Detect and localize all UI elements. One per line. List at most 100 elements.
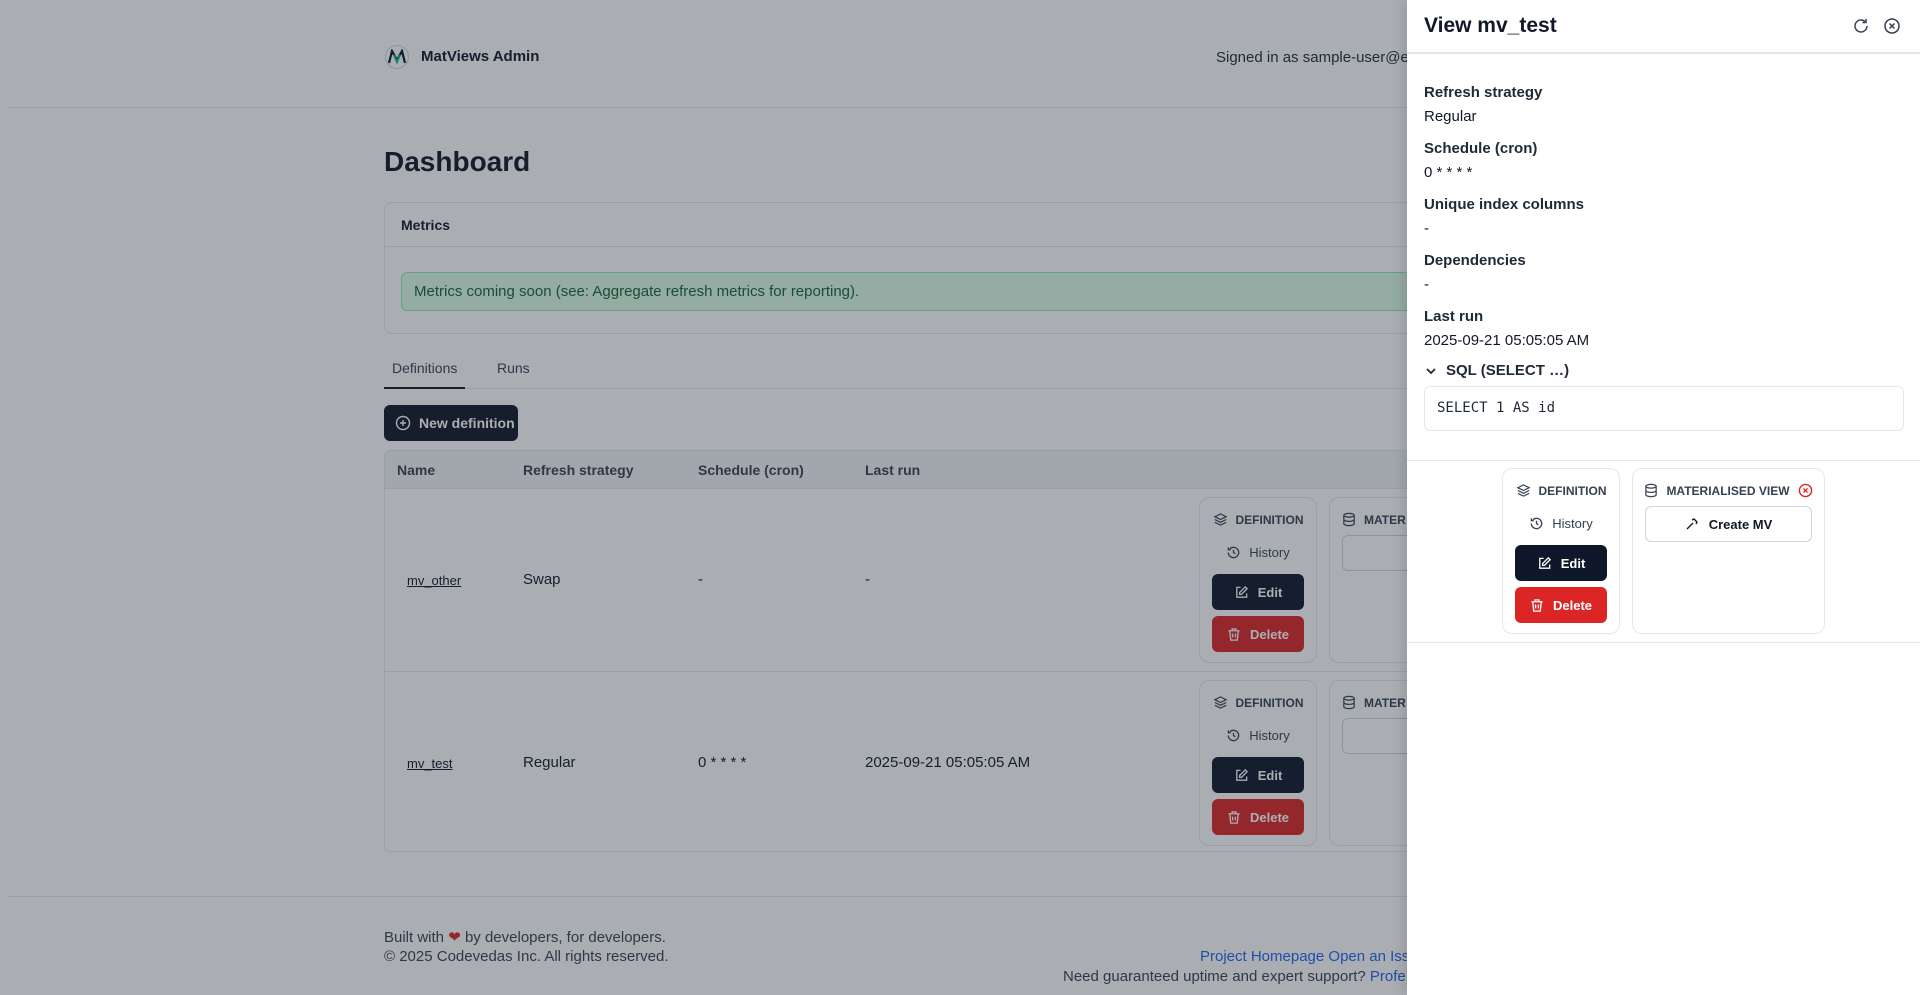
field-value: 0 * * * * <box>1424 164 1473 181</box>
status-error-icon <box>1798 483 1812 498</box>
page-title: Dashboard <box>384 146 531 177</box>
sql-toggle[interactable]: SQL (SELECT …) <box>1424 362 1569 379</box>
materialised-view-card: MATERIALISED VIEW Create MV <box>1632 468 1825 634</box>
trash-icon <box>1227 627 1241 642</box>
edit-icon <box>1234 768 1249 783</box>
delete-label: Delete <box>1249 626 1290 642</box>
footer-built-with: Built with ❤ by developers, for develope… <box>384 928 666 946</box>
create-mv-label: Create MV <box>1708 516 1773 532</box>
history-icon <box>1529 516 1544 531</box>
built-prefix: Built with <box>384 929 445 946</box>
field-value: - <box>1424 220 1429 237</box>
delete-button[interactable]: Delete <box>1515 587 1607 623</box>
col-schedule: Schedule (cron) <box>698 462 804 478</box>
new-definition-button[interactable]: New definition <box>384 405 518 441</box>
history-button[interactable]: History <box>1503 516 1619 531</box>
definition-card: DEFINITION History Edit Delete <box>1199 497 1317 663</box>
hammer-icon <box>1685 517 1699 531</box>
definition-name-link[interactable]: mv_test <box>407 756 453 771</box>
edit-button[interactable]: Edit <box>1515 545 1607 581</box>
definition-label: DEFINITION <box>1538 483 1607 498</box>
history-icon <box>1226 545 1241 560</box>
delete-label: Delete <box>1552 597 1593 613</box>
schedule-cell: - <box>698 571 703 588</box>
field-label: Schedule (cron) <box>1424 140 1538 157</box>
create-mv-button[interactable]: Create MV <box>1645 506 1812 542</box>
history-icon <box>1226 728 1241 743</box>
database-icon <box>1644 483 1658 498</box>
col-last-run: Last run <box>865 462 921 478</box>
edit-label: Edit <box>1560 555 1586 571</box>
refresh-strategy-cell: Regular <box>523 754 576 771</box>
col-refresh-strategy: Refresh strategy <box>523 462 634 478</box>
history-button[interactable]: History <box>1200 545 1316 560</box>
edit-label: Edit <box>1257 767 1283 783</box>
definition-card: DEFINITION History Edit Delete <box>1502 468 1620 634</box>
database-icon <box>1342 695 1356 710</box>
definition-label: DEFINITION <box>1235 695 1304 710</box>
refresh-strategy-cell: Swap <box>523 571 561 588</box>
drawer-title: View mv_test <box>1424 14 1557 37</box>
field-label: Last run <box>1424 308 1484 325</box>
layers-icon <box>1516 483 1531 498</box>
mv-label: MATER <box>1364 512 1406 527</box>
definition-name-link[interactable]: mv_other <box>407 573 462 588</box>
col-name: Name <box>397 462 436 478</box>
refresh-icon[interactable] <box>1852 17 1870 35</box>
last-run-cell: 2025-09-21 05:05:05 AM <box>865 754 1031 771</box>
close-icon[interactable] <box>1883 17 1901 35</box>
matviews-logo[interactable] <box>385 45 409 69</box>
field-label: Dependencies <box>1424 252 1526 269</box>
history-button[interactable]: History <box>1200 728 1316 743</box>
delete-button[interactable]: Delete <box>1212 616 1304 652</box>
metrics-title: Metrics <box>385 203 1883 247</box>
brand-name[interactable]: MatViews Admin <box>421 48 540 65</box>
edit-button[interactable]: Edit <box>1212 574 1304 610</box>
definition-label: DEFINITION <box>1235 512 1304 527</box>
database-icon <box>1342 512 1356 527</box>
view-drawer: View mv_test Refresh strategy Regular Sche… <box>1407 0 1920 995</box>
tab-definitions[interactable]: Definitions <box>384 360 466 389</box>
edit-icon <box>1234 585 1249 600</box>
edit-icon <box>1537 556 1552 571</box>
trash-icon <box>1227 810 1241 825</box>
layers-icon <box>1213 512 1228 527</box>
sql-summary: SQL (SELECT …) <box>1446 362 1570 379</box>
footer-support: Need guaranteed uptime and expert suppor… <box>1063 968 1406 985</box>
last-run-cell: - <box>865 571 870 588</box>
divider <box>1407 642 1920 643</box>
field-value: - <box>1424 276 1429 293</box>
drawer-header: View mv_test <box>1407 0 1920 54</box>
layers-icon <box>1213 695 1228 710</box>
history-label: History <box>1249 545 1290 560</box>
field-value: Regular <box>1424 108 1477 125</box>
support-text: Need guaranteed uptime and expert suppor… <box>1063 968 1366 985</box>
open-issue-link[interactable]: Open an Iss <box>1328 948 1410 965</box>
mv-label: MATERIALISED VIEW <box>1666 483 1790 498</box>
built-suffix: by developers, for developers. <box>464 929 666 946</box>
edit-button[interactable]: Edit <box>1212 757 1304 793</box>
chevron-down-icon <box>1426 367 1436 374</box>
professional-support-link[interactable]: Profe <box>1369 968 1406 985</box>
field-label: Refresh strategy <box>1424 84 1543 101</box>
project-homepage-link[interactable]: Project Homepage <box>1200 948 1325 965</box>
top-header <box>8 0 1920 108</box>
tab-bar: Definitions Runs <box>384 356 1884 389</box>
divider <box>1407 460 1920 461</box>
field-value: 2025-09-21 05:05:05 AM <box>1424 332 1590 349</box>
delete-button[interactable]: Delete <box>1212 799 1304 835</box>
footer-copyright: © 2025 Codevedas Inc. All rights reserve… <box>384 948 669 965</box>
footer-links: Project Homepage Open an Iss <box>1200 948 1409 965</box>
trash-icon <box>1530 598 1544 613</box>
edit-label: Edit <box>1257 584 1283 600</box>
history-label: History <box>1552 516 1593 531</box>
new-definition-label: New definition <box>419 415 515 431</box>
signed-in-text: Signed in as sample-user@e <box>1216 49 1409 66</box>
plus-circle-icon <box>395 415 411 431</box>
field-label: Unique index columns <box>1424 196 1585 213</box>
schedule-cell: 0 * * * * <box>698 754 747 771</box>
delete-label: Delete <box>1249 809 1290 825</box>
mv-label: MATER <box>1364 695 1406 710</box>
heart-icon: ❤ <box>448 929 461 946</box>
tab-runs[interactable]: Runs <box>497 360 530 376</box>
